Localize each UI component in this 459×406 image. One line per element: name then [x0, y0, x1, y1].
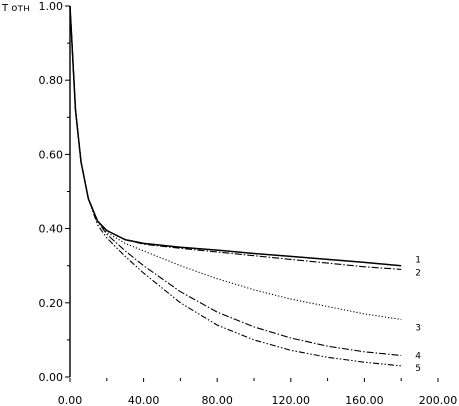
- series-label-5: 5: [415, 364, 421, 374]
- series-label-1: 1: [415, 256, 421, 266]
- x-tick-label: 80.00: [201, 394, 233, 406]
- axes: [65, 5, 439, 382]
- series-line-1: [69, 5, 402, 267]
- series-label-4: 4: [415, 351, 421, 361]
- y-tick-label: 0.80: [39, 74, 64, 87]
- series-lines: [69, 5, 402, 367]
- y-tick-label: 0.20: [39, 297, 64, 310]
- series-label-2: 2: [415, 268, 421, 278]
- y-tick-label: 0.40: [39, 223, 64, 236]
- series-label-3: 3: [415, 323, 421, 333]
- y-tick-label: 0.00: [39, 371, 64, 384]
- y-tick-label: 1.00: [39, 0, 64, 13]
- x-tick-label: 160.00: [345, 394, 384, 406]
- x-tick-label: 40.00: [128, 394, 160, 406]
- series-labels: 1 2 3 4 5: [415, 256, 421, 374]
- y-tick-label: 0.60: [39, 148, 64, 161]
- series-line-4: [69, 5, 402, 357]
- series-line-3: [69, 5, 402, 321]
- x-tick-label: 200.00: [419, 394, 458, 406]
- series-line-2: [69, 5, 402, 270]
- series-line-5: [69, 5, 402, 367]
- x-tick-label: 0.00: [58, 394, 83, 406]
- tick-labels: 0.000.200.400.600.801.000.00 40.00 80.00 12…: [39, 0, 458, 406]
- y-axis-label: T отн: [1, 3, 30, 14]
- x-tick-label: 120.00: [272, 394, 311, 406]
